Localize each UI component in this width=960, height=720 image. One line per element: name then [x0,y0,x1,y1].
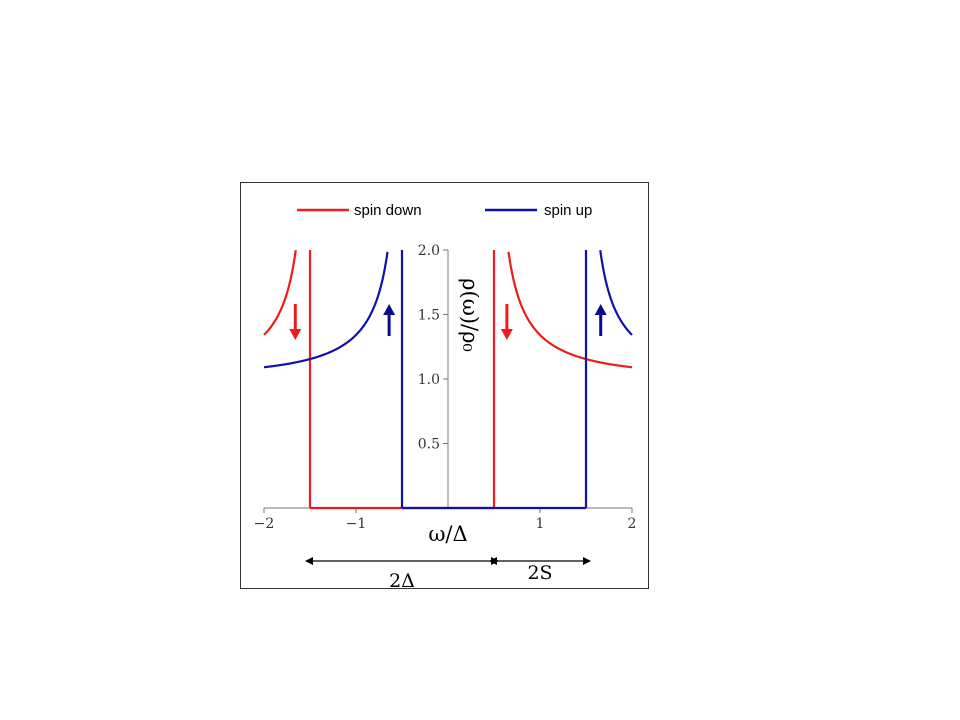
legend-label-spin-down: spin down [354,202,422,219]
spin-arrows [289,304,607,340]
spin-down-arrow [500,304,513,340]
spin-up-arrow [383,304,396,336]
arrow-head [383,304,396,315]
x-axis-title: ω/Δ [428,522,467,546]
curve-spin-up-right-branch [599,250,633,336]
annotation-label: 2S [527,562,552,584]
gap-annotations: 2Δ 2S [305,557,591,590]
y-axis-title: ρ(ω)/ρ₀ [458,278,482,352]
dos-chart: spin down spin up −2 −1 1 2 0.5 1.0 1.5 2.0 ω/Δ… [254,202,637,590]
spin-down-arrow [289,304,302,340]
arrow-head [289,329,302,340]
ticks: −2 −1 1 2 0.5 1.0 1.5 2.0 [254,243,637,532]
curve-spin-down-left-branch [263,250,297,336]
x-tick-label: −2 [254,516,275,532]
x-tick-label: −1 [346,516,367,532]
series-layer [263,250,633,510]
y-tick-label: 0.5 [418,437,440,453]
chart-frame: spin down spin up −2 −1 1 2 0.5 1.0 1.5 2.0 ω/Δ… [240,182,649,590]
y-tick-label: 2.0 [418,243,440,259]
legend: spin down spin up [297,202,592,219]
annotation-label: 2Δ [389,570,415,590]
curve-spin-down-right-branch [507,251,633,369]
x-tick-label: 2 [628,516,637,532]
arrow-head [594,304,607,315]
y-tick-label: 1.5 [418,308,440,324]
curve-spin-up-left-branch [263,251,389,369]
spin-up-arrow [594,304,607,336]
y-tick-label: 1.0 [418,372,440,388]
arrow-head [500,329,513,340]
legend-label-spin-up: spin up [544,202,592,219]
x-tick-label: 1 [536,516,545,532]
